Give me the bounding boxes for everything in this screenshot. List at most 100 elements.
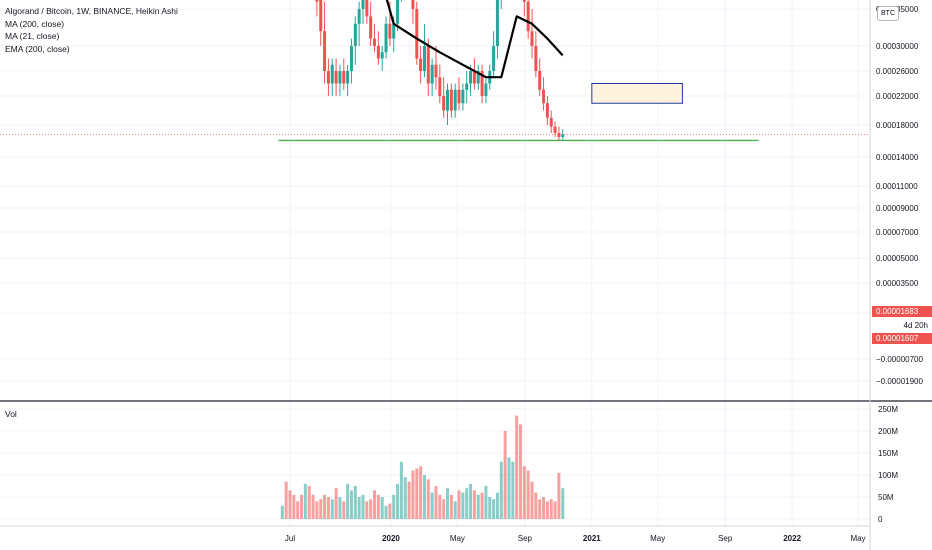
volume-bar-18 [349, 490, 353, 519]
candle-body-13 [330, 64, 334, 84]
volume-bar-8 [311, 494, 315, 519]
candle-body-10 [319, 0, 323, 32]
candle-body-42 [442, 96, 446, 111]
candle-body-28 [388, 23, 392, 39]
price-tick-label-9: 0.00005000 [876, 254, 919, 263]
volume-tick-label-5: 250M [878, 405, 898, 414]
volume-bar-19 [353, 486, 357, 519]
candle-body-21 [361, 0, 365, 10]
legend-study-ma21[interactable]: MA (21, close) [5, 31, 60, 41]
candle-body-65 [530, 31, 534, 46]
volume-tick-label-0: 0 [878, 515, 883, 524]
volume-bar-33 [407, 481, 411, 519]
candle-body-19 [353, 23, 357, 46]
candle-body-63 [522, 0, 526, 2]
candle-body-23 [369, 16, 373, 39]
volume-bar-17 [346, 483, 350, 519]
candle-body-44 [449, 89, 453, 111]
line-price-tag: 0.00001607 [872, 333, 932, 344]
volume-bar-40 [434, 486, 438, 519]
volume-bar-6 [303, 483, 307, 519]
candle-body-49 [469, 71, 473, 84]
volume-bar-47 [461, 492, 465, 519]
candle-body-20 [357, 9, 361, 24]
candle-body-40 [434, 64, 438, 78]
candle-body-35 [415, 9, 419, 59]
volume-bar-3 [292, 494, 296, 519]
volume-bar-12 [326, 497, 330, 519]
volume-bar-14 [334, 488, 338, 519]
last-price-tag: 0.00001683 [872, 306, 932, 317]
volume-bar-16 [342, 501, 346, 519]
candle-body-66 [534, 46, 538, 71]
volume-bar-57 [499, 461, 503, 519]
candle-body-26 [380, 52, 384, 59]
candle-body-73 [561, 134, 565, 137]
currency-badge[interactable]: BTC [877, 6, 899, 21]
volume-bar-61 [515, 415, 519, 519]
volume-bar-13 [330, 499, 334, 519]
candle-body-15 [338, 71, 342, 84]
candle-body-47 [461, 89, 465, 104]
volume-bar-37 [422, 475, 426, 519]
volume-bar-56 [495, 492, 499, 519]
volume-bar-73 [561, 488, 565, 519]
volume-bar-4 [296, 501, 300, 519]
volume-bar-34 [411, 470, 415, 519]
candle-body-17 [346, 71, 350, 84]
volume-bar-5 [300, 494, 304, 519]
time-tick-label-7: 2022 [783, 534, 801, 543]
candle-body-71 [553, 126, 557, 133]
candle-body-51 [476, 71, 480, 84]
candle-body-11 [323, 31, 327, 71]
legend-title[interactable]: Algorand / Bitcoin, 1W, BINANCE, Heikin … [5, 6, 178, 16]
candle-body-48 [465, 83, 469, 90]
volume-bar-62 [518, 424, 522, 519]
candle-body-67 [538, 71, 542, 90]
price-tick-label-1: 0.00030000 [876, 42, 919, 51]
volume-bar-11 [323, 494, 327, 519]
volume-tick-label-3: 150M [878, 449, 898, 458]
legend-study-ema200[interactable]: EMA (200, close) [5, 43, 70, 54]
volume-bar-53 [484, 486, 488, 519]
legend-study-ma200[interactable]: MA (200, close) [5, 18, 65, 29]
price-tick-label-5: 0.00014000 [876, 153, 919, 162]
price-tick-label-4: 0.00018000 [876, 121, 919, 130]
volume-bar-23 [369, 499, 373, 519]
volume-bar-15 [338, 497, 342, 519]
volume-bar-20 [357, 497, 361, 519]
volume-tick-label-1: 50M [878, 493, 894, 502]
volume-bar-31 [399, 461, 403, 519]
volume-bar-54 [488, 497, 492, 519]
volume-bar-0 [280, 505, 284, 519]
candle-body-24 [373, 38, 377, 46]
volume-bar-38 [426, 479, 430, 519]
chart-legend: Algorand / Bitcoin, 1W, BINANCE, Heikin … [5, 5, 178, 55]
volume-bar-21 [361, 494, 365, 519]
candle-body-70 [549, 117, 553, 127]
time-tick-label-4: 2021 [583, 534, 601, 543]
candle-body-22 [365, 0, 369, 17]
volume-bar-43 [446, 488, 450, 519]
volume-bar-9 [315, 501, 319, 519]
drawn-rectangle [591, 83, 683, 104]
volume-bar-29 [392, 494, 396, 519]
volume-pane-label[interactable]: Vol [5, 409, 17, 419]
candle-body-45 [453, 89, 457, 111]
moving-average-line [385, 0, 564, 79]
volume-bar-70 [549, 499, 553, 519]
volume-tick-label-4: 200M [878, 427, 898, 436]
candle-body-52 [480, 71, 484, 96]
volume-bar-71 [553, 501, 557, 519]
price-tick-label-3: 0.00022000 [876, 92, 919, 101]
volume-bar-69 [545, 501, 549, 519]
time-tick-label-2: May [450, 534, 465, 543]
price-tick-label-2: 0.00026000 [876, 67, 919, 76]
price-tick-label-6: 0.00011000 [876, 182, 918, 191]
candle-body-16 [342, 71, 346, 84]
volume-bar-30 [396, 483, 400, 519]
volume-bar-27 [384, 505, 388, 519]
time-tick-label-1: 2020 [382, 534, 400, 543]
